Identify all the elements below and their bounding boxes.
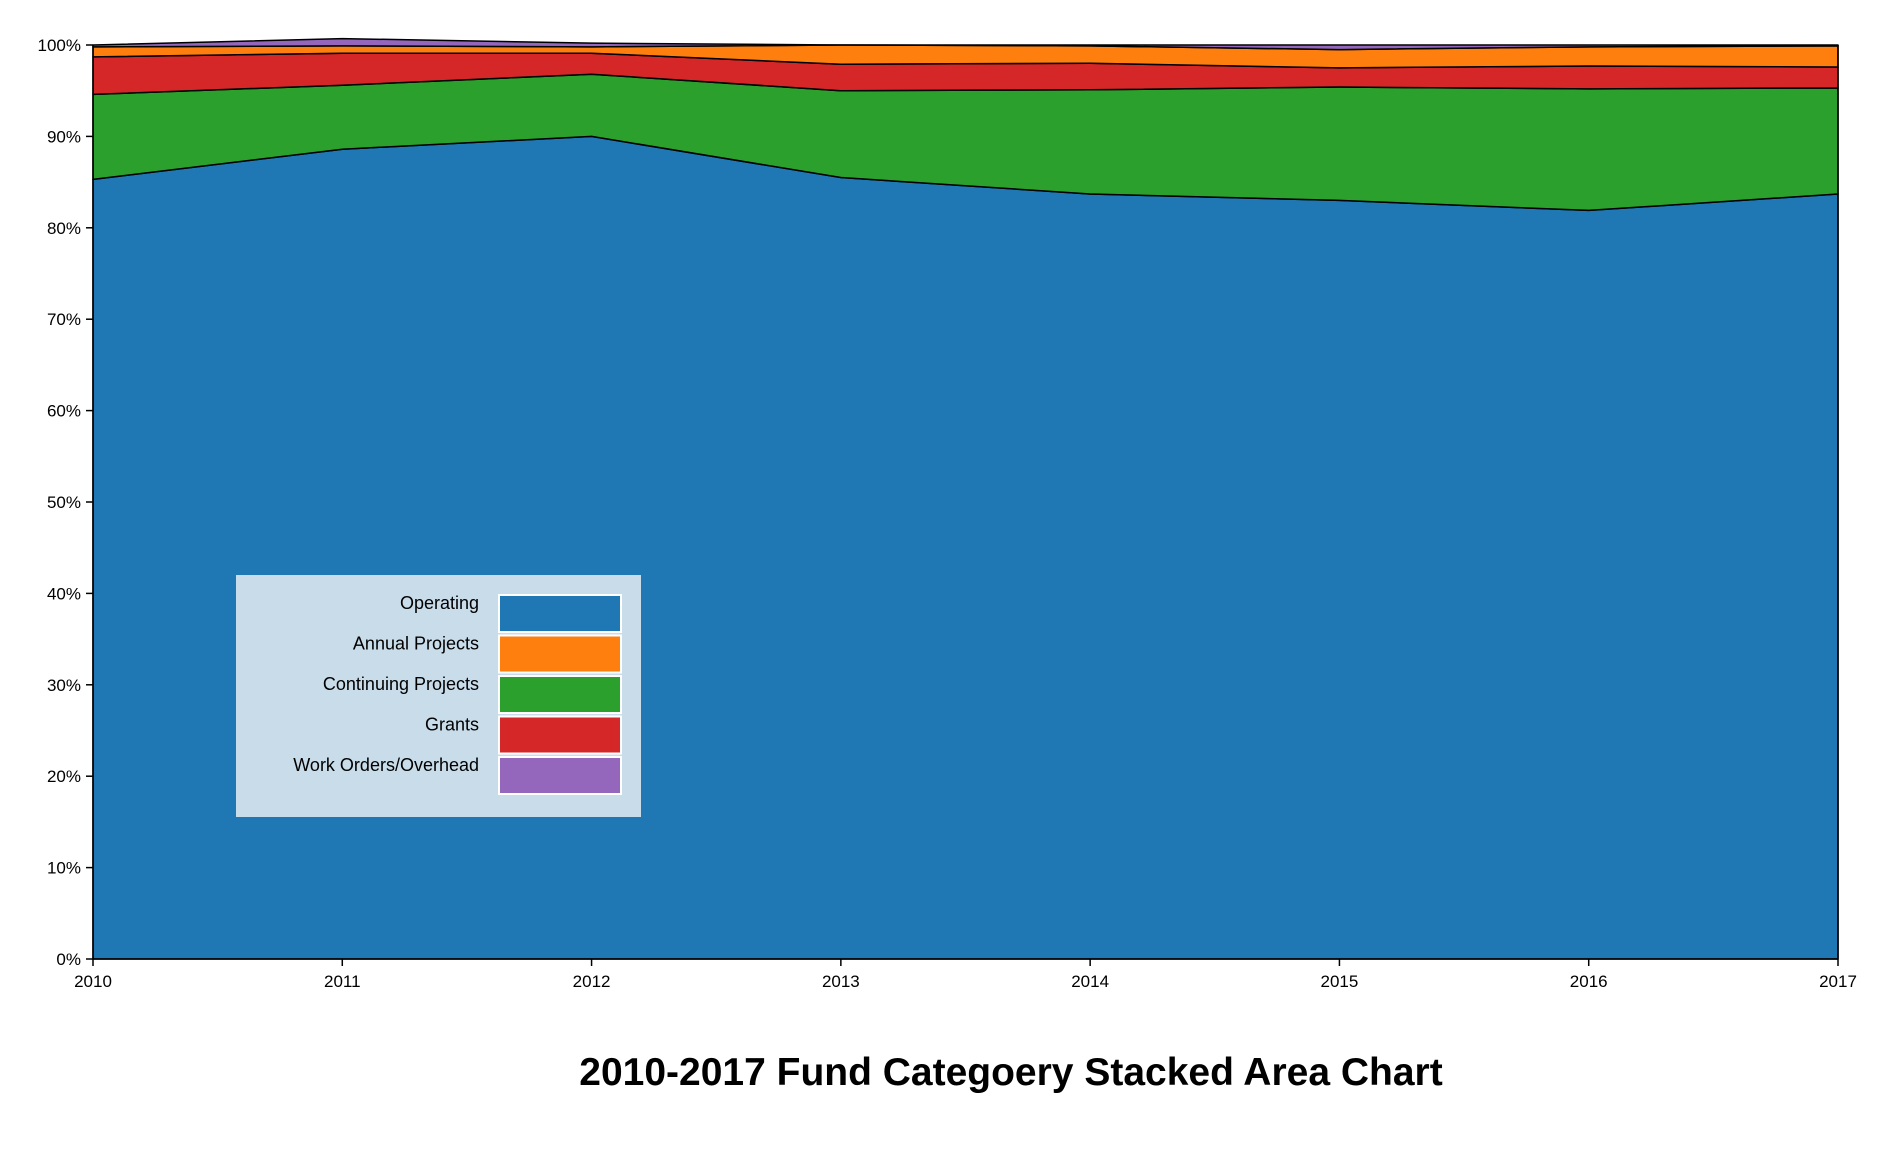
y-tick-label: 30% — [47, 676, 81, 695]
y-tick-label: 100% — [38, 36, 81, 55]
x-tick-label: 2013 — [822, 972, 860, 991]
x-tick-label: 2014 — [1071, 972, 1109, 991]
y-tick-label: 70% — [47, 310, 81, 329]
y-tick-label: 90% — [47, 127, 81, 146]
y-tick-label: 20% — [47, 767, 81, 786]
x-tick-label: 2010 — [74, 972, 112, 991]
y-tick-label: 60% — [47, 402, 81, 421]
legend-label-grants: Grants — [425, 715, 479, 735]
legend-label-annual-projects: Annual Projects — [353, 634, 479, 654]
x-tick-label: 2017 — [1819, 972, 1857, 991]
x-tick-label: 2016 — [1570, 972, 1608, 991]
legend-swatch-annual-projects — [498, 634, 622, 674]
x-tick-label: 2015 — [1321, 972, 1359, 991]
y-tick-label: 80% — [47, 219, 81, 238]
legend: Operating Annual Projects Continuing Proje… — [236, 575, 641, 817]
y-tick-label: 50% — [47, 493, 81, 512]
legend-swatch-operating — [498, 594, 622, 633]
areas-layer — [92, 37, 1839, 960]
x-tick-label: 2012 — [573, 972, 611, 991]
legend-swatch-work-orders-overhead — [498, 756, 622, 795]
legend-swatch-grants — [498, 715, 622, 755]
legend-label-operating: Operating — [400, 593, 479, 613]
y-tick-label: 40% — [47, 584, 81, 603]
legend-label-work-orders-overhead: Work Orders/Overhead — [293, 755, 479, 775]
y-tick-label: 0% — [56, 950, 81, 969]
x-tick-label: 2011 — [324, 972, 361, 991]
legend-label-continuing-projects: Continuing Projects — [323, 674, 479, 694]
axes-layer: 0% 10% 20% 30% 40% 50% 60% 70% 80% 90% 100% 2010 201… — [38, 36, 1857, 991]
chart-title: 2010-2017 Fund Categoery Stacked Area Ch… — [579, 1051, 1442, 1094]
legend-swatch-continuing-projects — [498, 675, 622, 714]
area-operating — [92, 135, 1839, 960]
y-tick-label: 10% — [47, 859, 81, 878]
